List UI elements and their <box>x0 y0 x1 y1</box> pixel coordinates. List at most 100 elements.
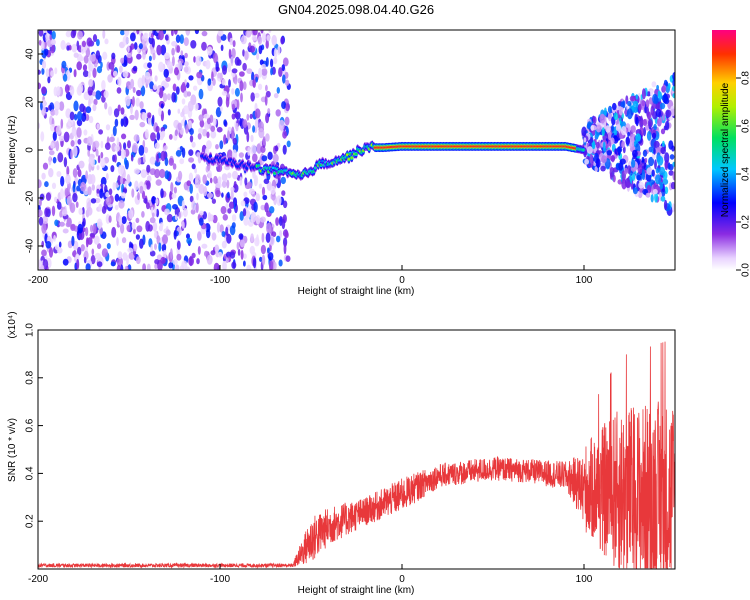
spectrogram-cell <box>274 145 279 152</box>
spectrogram-cell <box>72 168 78 178</box>
spectrogram-cell <box>641 156 645 163</box>
spectrogram-cell <box>89 174 96 185</box>
spectrogram-cell <box>85 263 91 270</box>
spectrogram-cell <box>197 246 201 255</box>
spectrogram-cell <box>189 195 194 203</box>
spectrogram-cell <box>147 62 152 69</box>
spectrogram-cell <box>235 122 239 132</box>
spectrogram-cell <box>133 243 138 252</box>
spectrogram-cell <box>101 80 106 91</box>
spectrogram-cell <box>86 206 93 216</box>
spectrogram-cell <box>116 137 120 148</box>
spectrogram-cell <box>160 110 164 122</box>
spectrogram-cell <box>205 59 211 70</box>
spectrogram-cell <box>262 32 266 43</box>
spectrogram-cell <box>65 174 71 185</box>
spectrogram-cell <box>70 224 76 231</box>
spectrogram-cell <box>111 226 117 238</box>
spectrogram-cell <box>275 109 281 117</box>
spectrogram-cell <box>662 178 669 185</box>
spectrogram-cell <box>672 93 675 99</box>
spectrogram-cell <box>105 124 111 131</box>
spectrogram-cell <box>177 61 183 71</box>
spectrogram-cell <box>181 81 186 92</box>
spectrogram-cell <box>258 128 265 139</box>
spectrogram-cell <box>210 125 216 132</box>
spectrogram-cell <box>196 192 199 201</box>
spectrogram-cell <box>239 176 243 186</box>
spectrogram-cell <box>172 204 178 210</box>
spectrogram-cell <box>146 164 151 173</box>
spectrogram-cell <box>41 249 47 257</box>
spectrogram-cell <box>193 56 196 63</box>
spectrogram-cell <box>97 155 101 164</box>
spectrogram-cell <box>143 32 149 39</box>
spectrogram-cell <box>118 215 123 226</box>
spectrogram-cell <box>226 233 232 244</box>
spectrogram-cell <box>120 57 125 64</box>
spectrogram-cell <box>254 118 259 129</box>
spectrogram-cell <box>198 183 205 195</box>
spectrogram-cell <box>130 154 134 162</box>
spectrogram-cell <box>38 216 44 226</box>
spectrogram-cell <box>166 93 171 101</box>
spectrogram-cell <box>207 78 212 86</box>
spectrogram-cell <box>183 66 189 73</box>
spectrogram-cell <box>219 140 224 150</box>
spectrogram-cell <box>584 158 589 165</box>
spectrogram-cell <box>202 174 207 185</box>
spectrogram-cell <box>581 126 587 137</box>
spectrogram-cell <box>627 131 630 137</box>
spectrogram-cell <box>142 153 146 164</box>
spectrogram-cell <box>632 149 638 158</box>
colorbar: 0.0 0.2 0.4 0.6 0.8 Normalized spectral ampl… <box>712 30 750 277</box>
spectrogram-cell <box>186 180 192 187</box>
spectrogram-cell <box>135 256 141 265</box>
spectrogram-cell <box>225 257 229 263</box>
spectrogram-cell <box>120 264 124 270</box>
spectrogram-cell <box>195 202 199 214</box>
spectrogram-cell <box>177 108 181 114</box>
spectrogram-cell <box>38 82 42 90</box>
spectrogram-cell <box>194 177 200 189</box>
spectrogram-cell <box>174 129 178 137</box>
spectrogram-cell <box>98 203 103 212</box>
spectrogram-cell <box>655 174 661 185</box>
spectrogram-cell <box>100 140 104 149</box>
spectrogram-cell <box>217 251 223 258</box>
spectrogram-cell <box>589 153 593 164</box>
spectrogram-cell <box>54 101 60 111</box>
spectrogram-cell <box>127 247 134 253</box>
spectrogram-cell <box>621 140 626 148</box>
spectrogram-cell <box>672 85 675 92</box>
spectrogram-cell <box>136 89 142 97</box>
spectrogram-cell <box>92 91 96 97</box>
spectrogram-cell <box>202 128 208 137</box>
spectrogram-cell <box>81 40 86 48</box>
spectrogram-cell <box>187 120 193 130</box>
snr-ytick-label: 1.0 <box>25 323 36 337</box>
spectrogram-cell <box>203 113 210 119</box>
spectrogram-cell <box>230 56 234 67</box>
spectrogram-cell <box>151 212 155 218</box>
spectrogram-cell <box>75 201 79 208</box>
spectrogram-cell <box>261 63 266 70</box>
spectrogram-cell <box>243 216 249 226</box>
spectrogram-cell <box>42 99 46 108</box>
spectrogram-cell <box>77 83 84 94</box>
spectrogram-cell <box>89 224 94 233</box>
spectrogram-cell <box>151 196 157 204</box>
spectrogram-cell <box>267 151 273 160</box>
spectrogram-cell <box>225 226 229 236</box>
spectrogram-cell <box>122 70 129 78</box>
spectrogram-cell <box>616 146 623 153</box>
spectrogram-cell <box>191 252 196 259</box>
spectrogram-cell <box>62 258 69 266</box>
spectrogram-cell <box>154 168 161 179</box>
spectrogram-cell <box>175 86 180 95</box>
spectrogram-cell <box>88 63 94 72</box>
spectrogram-cell <box>638 181 644 189</box>
spectrogram-cell <box>100 176 107 186</box>
spectrogram-cell <box>66 165 70 177</box>
spectrogram-cell <box>165 76 171 82</box>
